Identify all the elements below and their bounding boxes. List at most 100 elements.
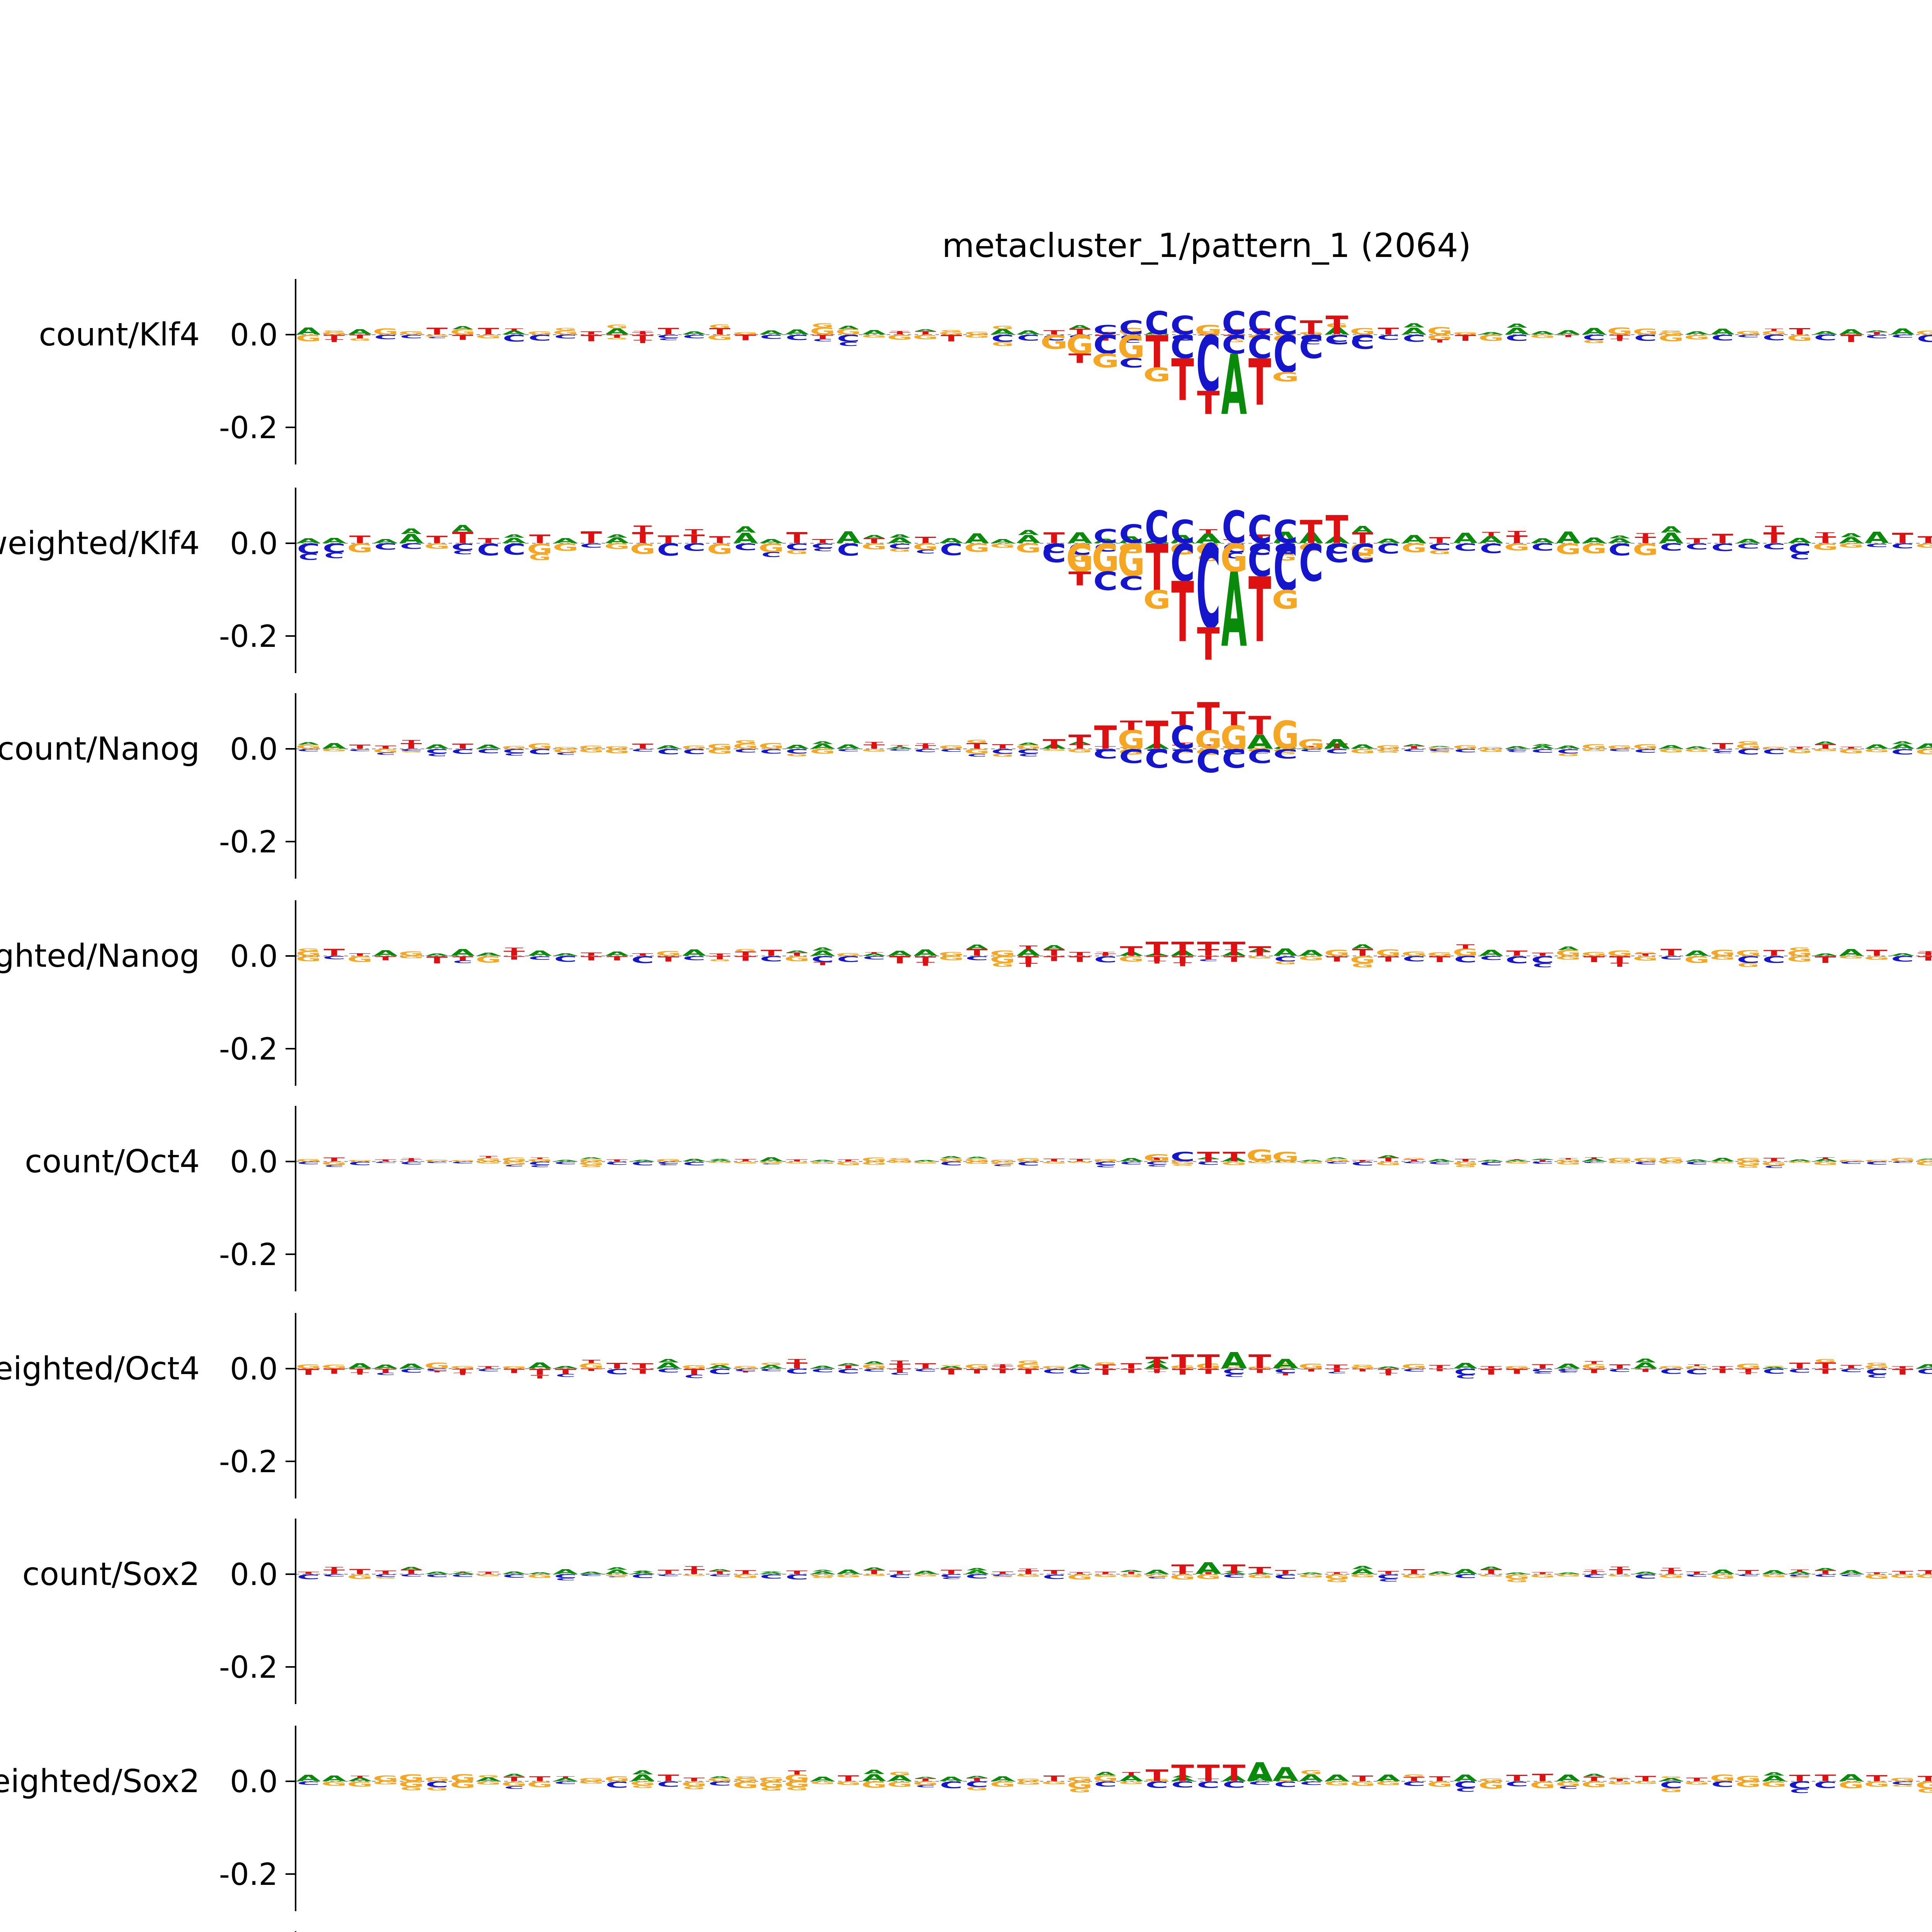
noise-letter: G: [1273, 1774, 1298, 1783]
logo-letter-G: G: [1143, 1152, 1171, 1163]
noise-letter: G: [733, 1161, 758, 1164]
logo-letter-C: C: [1119, 316, 1143, 339]
panel-weighted-nanog: 0.0-0.2weighted/NanogGGGTCTGATGGATATCAGT…: [0, 900, 1932, 1086]
noise-letter: G: [759, 1780, 784, 1789]
noise-letter: A: [1865, 743, 1889, 750]
noise-letter: A: [605, 327, 629, 337]
noise-letter: T: [555, 1367, 576, 1376]
noise-letter: A: [1299, 529, 1323, 547]
noise-letter: A: [1145, 538, 1169, 544]
noise-letter: G: [733, 332, 758, 335]
noise-letter: A: [1531, 745, 1555, 750]
noise-letter: G: [424, 1776, 450, 1782]
noise-letter: A: [1531, 537, 1554, 545]
noise-letter: G: [810, 748, 835, 755]
noise-letter: A: [862, 953, 886, 956]
noise-letter: C: [786, 748, 808, 755]
logo-letter-C: C: [1119, 572, 1143, 595]
noise-letter: G: [1761, 1161, 1787, 1167]
noise-letter: C: [1788, 1368, 1811, 1374]
noise-letter: G: [1144, 1574, 1170, 1578]
noise-letter: C: [1558, 1371, 1578, 1373]
noise-letter: G: [1581, 748, 1607, 752]
noise-letter: C: [1505, 1780, 1528, 1788]
noise-letter: T: [632, 742, 653, 750]
noise-letter: T: [452, 742, 473, 750]
noise-letter: C: [1814, 1574, 1837, 1578]
noise-letter: G: [1530, 1573, 1555, 1578]
noise-letter: C: [683, 334, 706, 340]
noise-letter: G: [990, 949, 1015, 957]
noise-letter: A: [1787, 1159, 1811, 1162]
noise-letter: G: [1273, 330, 1298, 335]
noise-letter: A: [1635, 1358, 1656, 1364]
noise-letter: T: [375, 955, 396, 962]
noise-letter: G: [681, 1574, 707, 1577]
y-tick-label: -0.2: [219, 1032, 278, 1067]
noise-letter: A: [425, 953, 449, 957]
noise-letter: G: [1530, 334, 1555, 339]
noise-letter: G: [296, 743, 321, 750]
noise-letter: G: [1274, 752, 1296, 755]
noise-letter: T: [1096, 952, 1115, 954]
noise-letter: T: [1043, 955, 1065, 963]
noise-letter: T: [1326, 1368, 1347, 1373]
noise-letter: C: [554, 1573, 577, 1580]
noise-letter: T: [1352, 1160, 1373, 1162]
noise-letter: A: [1121, 1570, 1142, 1572]
noise-letter: A: [1608, 537, 1632, 545]
noise-letter: G: [836, 952, 861, 957]
noise-letter: G: [578, 1362, 604, 1370]
noise-letter: A: [1556, 329, 1581, 336]
noise-letter: G: [1015, 1157, 1041, 1163]
noise-letter: G: [502, 1156, 527, 1163]
logo-letter-T: T: [1223, 938, 1245, 960]
noise-letter: G: [1196, 541, 1221, 558]
noise-letter: C: [451, 1161, 474, 1164]
noise-letter: G: [1633, 327, 1658, 336]
noise-letter: C: [504, 752, 524, 756]
noise-letter: C: [786, 542, 808, 552]
noise-letter: A: [296, 537, 320, 544]
noise-letter: A: [1248, 1776, 1272, 1782]
noise-letter: G: [1557, 753, 1579, 757]
noise-letter: A: [812, 947, 833, 952]
noise-letter: G: [786, 549, 808, 555]
noise-letter: C: [451, 1574, 474, 1578]
noise-letter: C: [1274, 1573, 1297, 1580]
noise-letter: C: [1325, 333, 1348, 344]
noise-letter: A: [504, 1773, 525, 1777]
noise-letter: C: [1223, 1573, 1245, 1579]
noise-letter: C: [1814, 1780, 1837, 1790]
noise-letter: G: [1864, 955, 1889, 961]
noise-letter: A: [1070, 741, 1091, 745]
noise-letter: A: [761, 1571, 782, 1573]
logo-letter-T: T: [1171, 1350, 1194, 1373]
noise-letter: T: [1223, 538, 1245, 544]
noise-letter: G: [1067, 1573, 1092, 1581]
noise-letter: T: [1840, 746, 1862, 749]
noise-letter: A: [1479, 948, 1503, 957]
noise-letter: C: [1351, 333, 1374, 344]
panel-label: weighted/Oct4: [0, 1350, 200, 1387]
noise-letter: C: [838, 341, 858, 347]
noise-letter: G: [478, 1774, 500, 1778]
noise-letter: C: [734, 542, 757, 553]
noise-letter: G: [810, 1574, 835, 1577]
noise-letter: A: [1095, 1771, 1116, 1776]
noise-letter: C: [890, 1372, 910, 1376]
noise-letter: C: [683, 748, 706, 756]
noise-letter: T: [915, 744, 936, 750]
noise-letter: G: [1581, 541, 1607, 556]
noise-letter: T: [786, 952, 808, 957]
noise-letter: G: [759, 742, 784, 750]
noise-letter: G: [810, 1161, 835, 1164]
noise-letter: C: [1505, 333, 1528, 343]
noise-letter: A: [811, 1160, 835, 1162]
noise-letter: C: [1454, 748, 1477, 753]
logo-letter-C: C: [1222, 745, 1246, 774]
logo-letter-C: C: [1170, 1918, 1195, 1932]
noise-letter: G: [1376, 948, 1401, 958]
noise-letter: G: [861, 1363, 887, 1370]
noise-letter: T: [452, 333, 473, 342]
